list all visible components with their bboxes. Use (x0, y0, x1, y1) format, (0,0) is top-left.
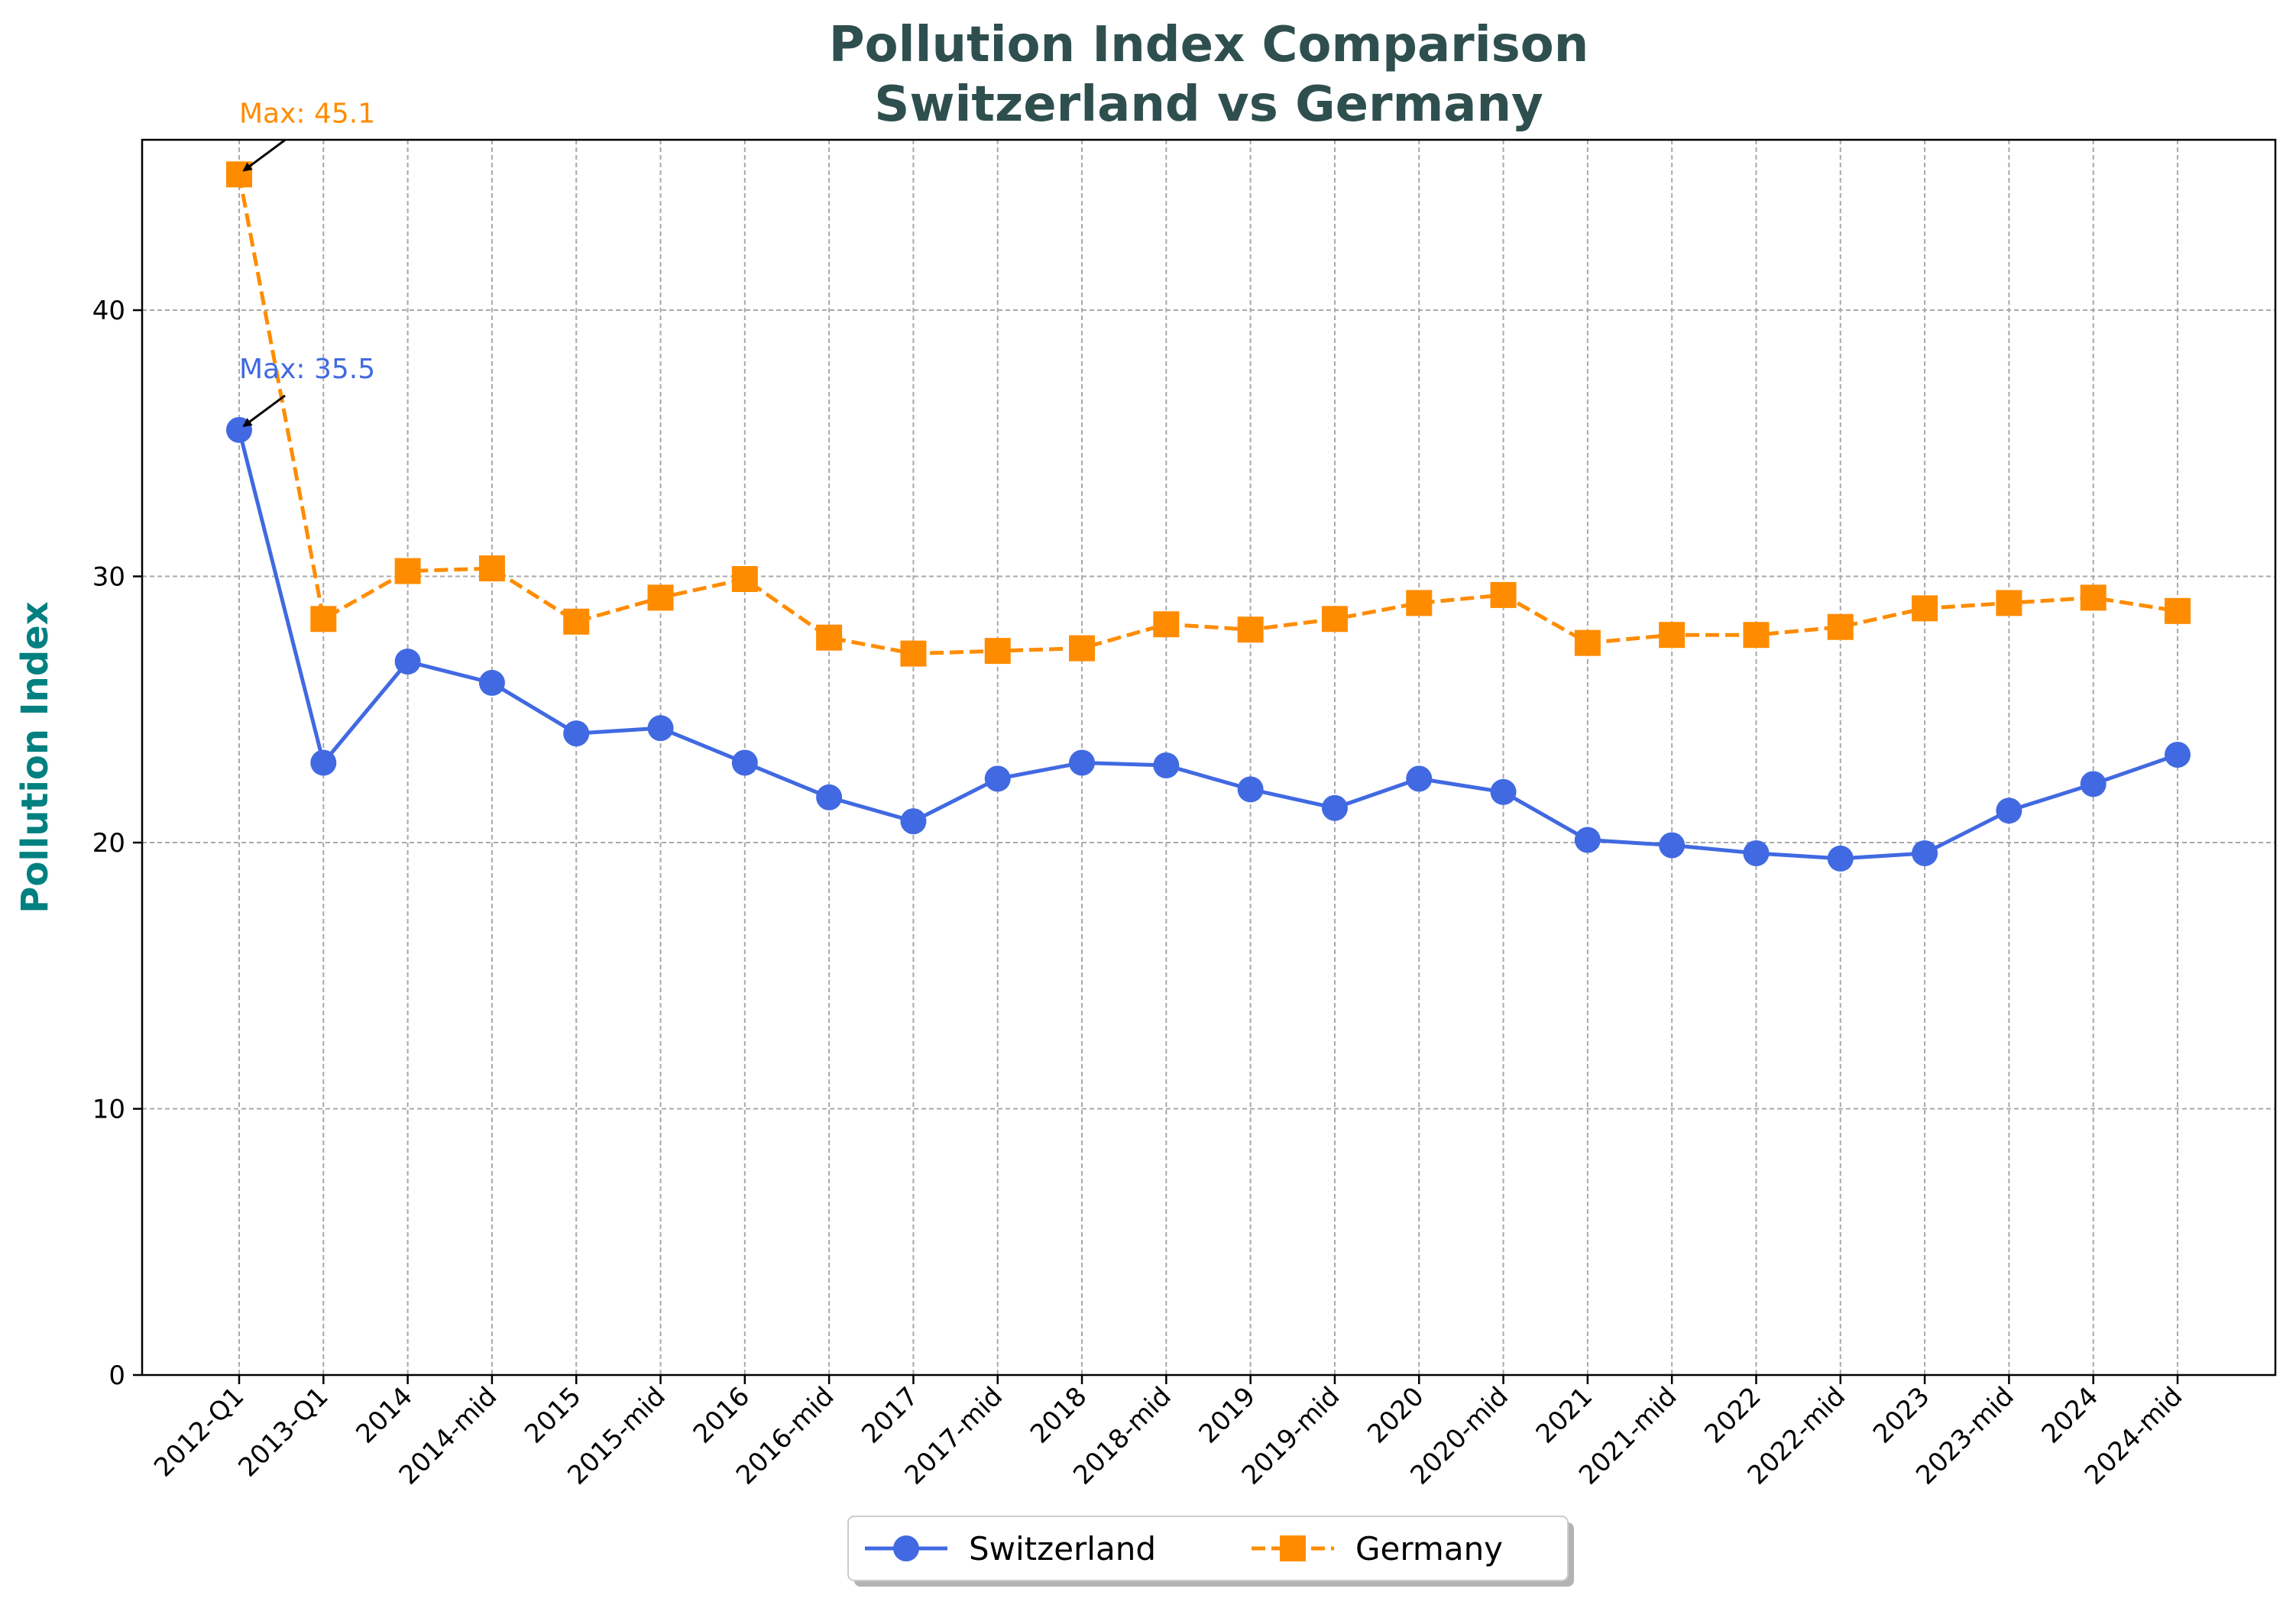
data-point-switzerland (1069, 749, 1096, 776)
data-point-switzerland (226, 416, 252, 443)
data-point-switzerland (2080, 771, 2107, 798)
data-point-germany (2165, 597, 2191, 624)
legend-label-switzerland: Switzerland (969, 1530, 1156, 1568)
data-point-switzerland (1406, 765, 1433, 792)
data-point-germany (1827, 613, 1854, 640)
data-point-germany (1996, 590, 2022, 616)
data-point-germany (1069, 635, 1096, 662)
data-point-germany (478, 555, 505, 582)
annotation-layer: Max: 45.1 Max: 35.5 (239, 98, 375, 428)
y-tick-label: 0 (108, 1360, 125, 1391)
data-point-germany (1153, 611, 1180, 638)
data-point-germany (816, 624, 843, 651)
series-layer (226, 161, 2191, 872)
data-point-switzerland (1659, 832, 1686, 859)
legend-marker-switzerland (893, 1535, 919, 1561)
data-point-switzerland (2165, 742, 2191, 768)
y-axis-ticks: 0 10 20 30 40 (92, 296, 142, 1391)
plot-frame (141, 138, 2277, 1377)
data-point-germany (647, 584, 674, 611)
legend: Switzerland Germany (847, 1516, 1574, 1587)
data-point-germany (563, 608, 590, 635)
data-point-germany (984, 638, 1011, 665)
data-point-switzerland (478, 669, 505, 696)
data-point-germany (310, 606, 337, 633)
data-point-germany (1490, 581, 1517, 608)
annotation-arrow (242, 394, 286, 428)
data-point-switzerland (900, 808, 927, 835)
data-point-germany (731, 566, 758, 593)
series-line-switzerland (237, 429, 2178, 861)
data-point-switzerland (647, 715, 674, 742)
data-point-germany (1321, 606, 1348, 633)
data-point-switzerland (1912, 840, 1938, 866)
data-point-germany (1743, 622, 1770, 649)
data-point-switzerland (1574, 827, 1601, 853)
data-point-switzerland (1827, 845, 1854, 872)
y-tick-label: 10 (92, 1095, 125, 1125)
data-point-switzerland (984, 765, 1011, 792)
y-axis-label: Pollution Index (14, 601, 57, 913)
data-point-germany (1574, 629, 1601, 656)
data-point-germany (2080, 584, 2107, 611)
data-point-switzerland (1321, 794, 1348, 821)
data-point-germany (1659, 622, 1686, 649)
legend-label-germany: Germany (1355, 1530, 1503, 1568)
data-point-switzerland (816, 784, 843, 810)
data-point-germany (1406, 590, 1433, 616)
chart-title-line-1: Pollution Index Comparison (829, 17, 1589, 73)
legend-marker-germany (1280, 1535, 1306, 1561)
data-point-switzerland (1237, 776, 1264, 803)
y-tick-label: 30 (92, 562, 125, 593)
data-point-switzerland (1490, 778, 1517, 805)
data-point-germany (394, 558, 421, 584)
data-point-germany (1237, 616, 1264, 643)
annotation-arrow (242, 139, 286, 172)
data-point-germany (900, 640, 927, 667)
data-point-switzerland (1153, 752, 1180, 778)
data-point-switzerland (731, 749, 758, 776)
data-point-switzerland (310, 749, 337, 776)
data-point-switzerland (1743, 840, 1770, 866)
data-point-germany (1912, 595, 1938, 622)
y-tick-label: 40 (92, 296, 125, 326)
data-point-germany (226, 161, 252, 188)
data-point-switzerland (394, 649, 421, 675)
data-point-switzerland (563, 720, 590, 747)
series-line-germany (237, 173, 2178, 656)
annotation-max-switzerland: Max: 35.5 (239, 354, 375, 385)
data-point-switzerland (1996, 798, 2022, 824)
annotation-max-germany: Max: 45.1 (239, 98, 375, 129)
y-tick-label: 20 (92, 828, 125, 859)
legend-box (847, 1516, 1569, 1581)
chart-title-line-2: Switzerland vs Germany (874, 76, 1543, 133)
